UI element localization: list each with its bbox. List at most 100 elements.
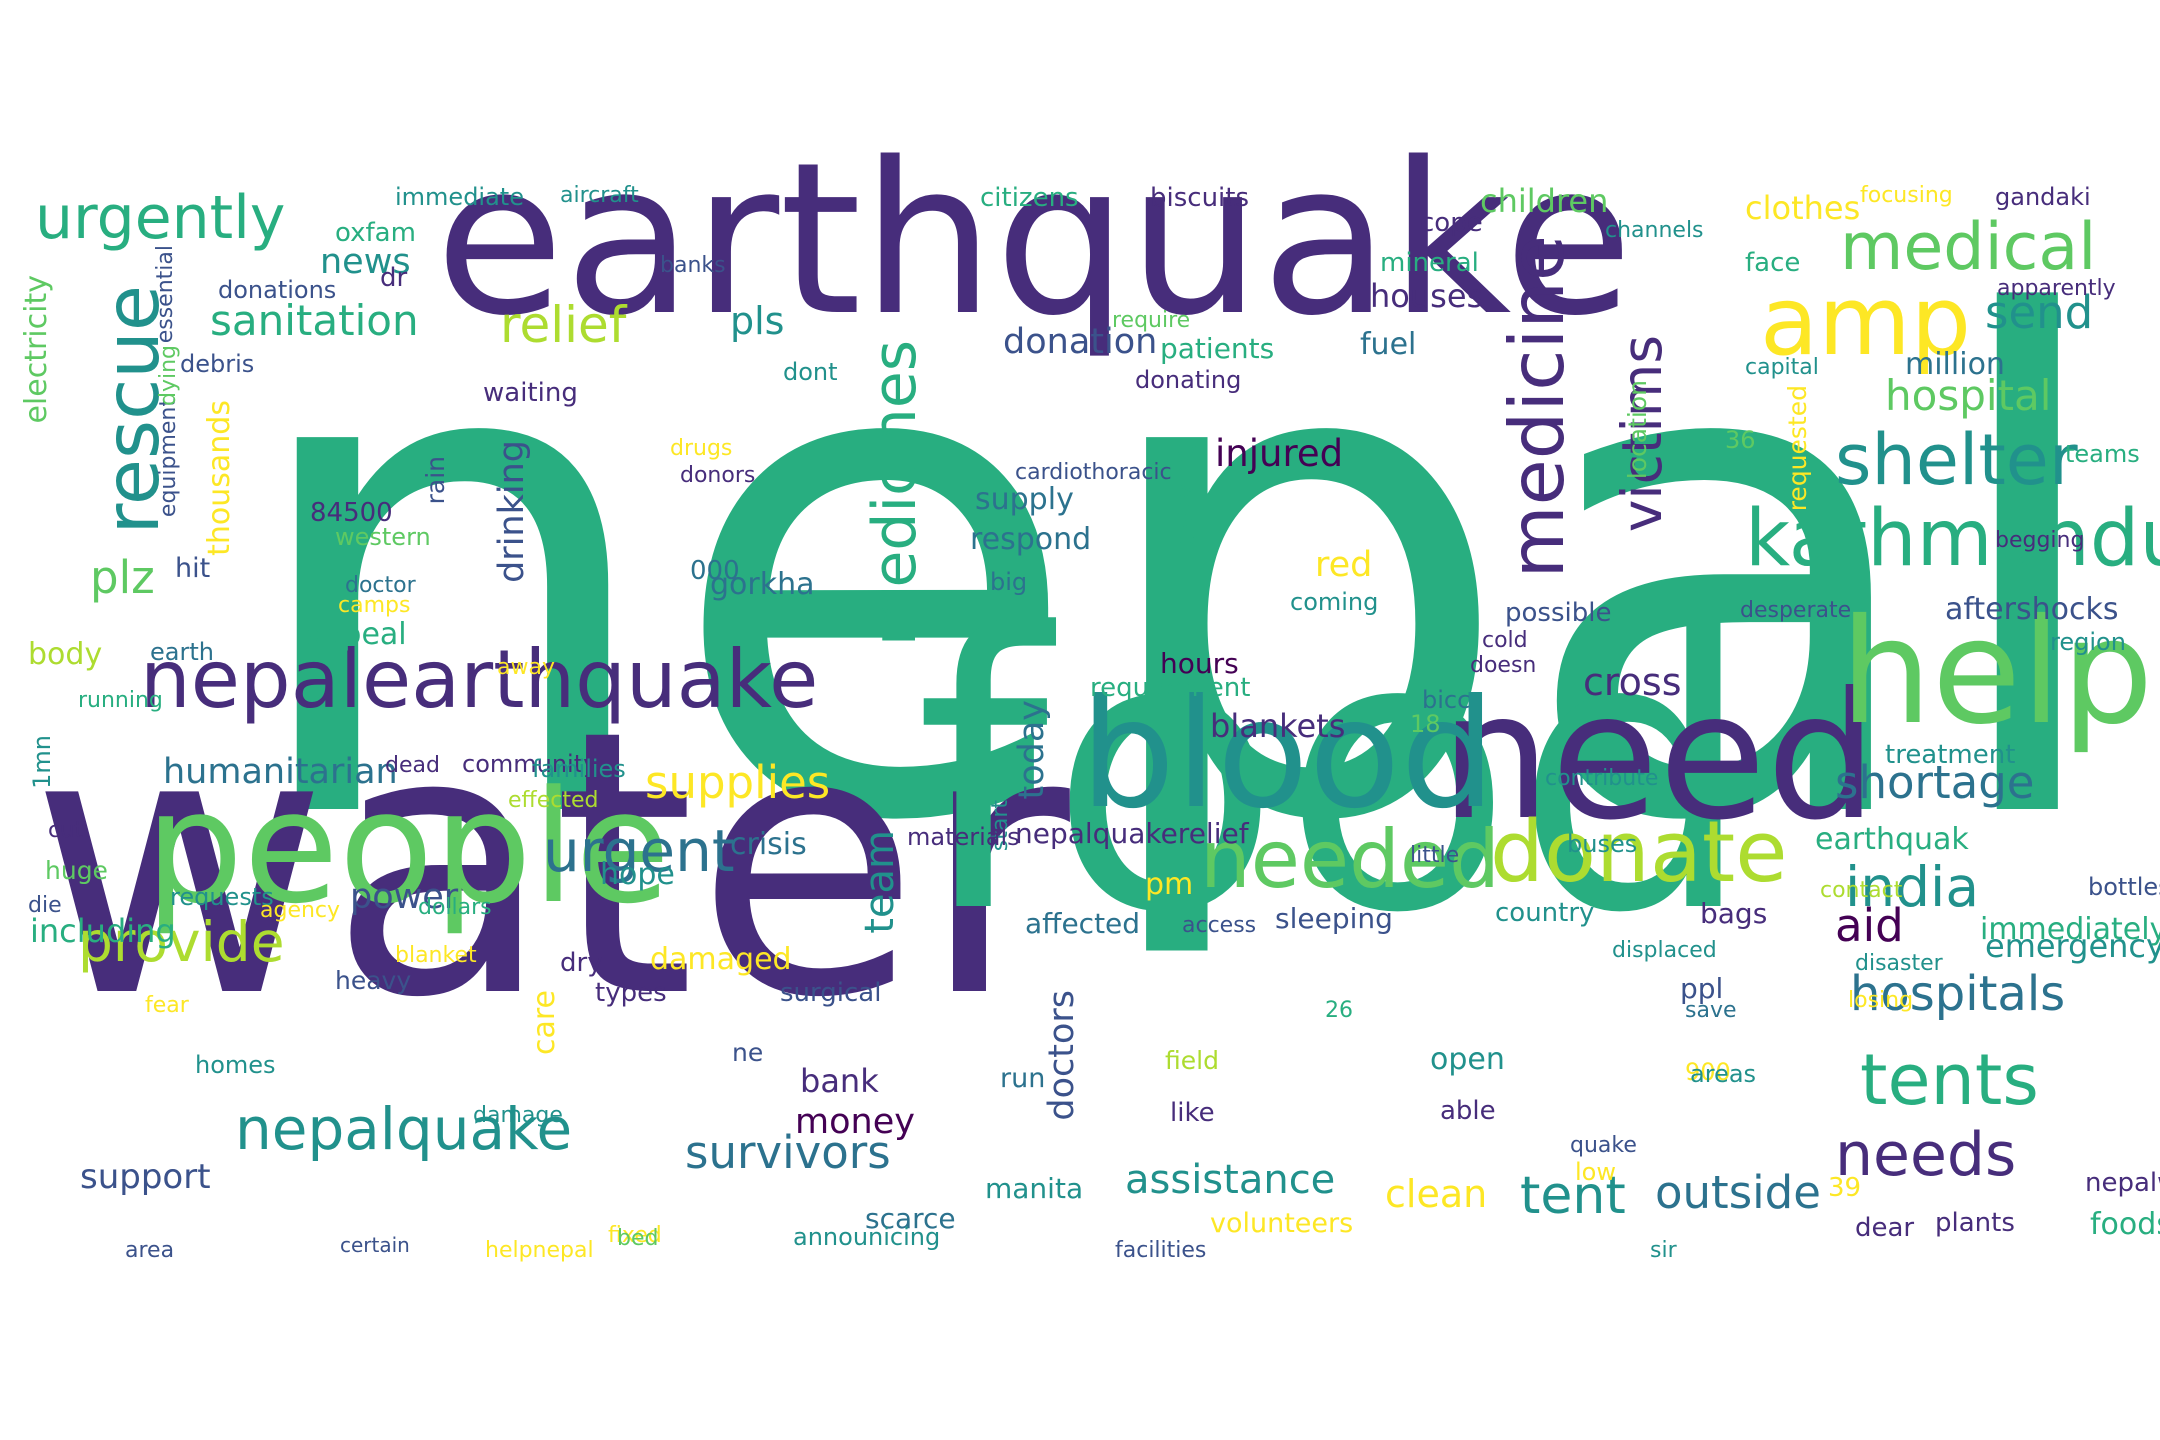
word-supplies: supplies	[645, 756, 831, 809]
word-dollars: dollars	[418, 895, 492, 920]
word-requested: requested	[1783, 385, 1812, 512]
word-requirement: requirement	[1090, 673, 1251, 703]
word-waiting: waiting	[483, 378, 578, 408]
word-facilities: facilities	[1115, 1238, 1207, 1263]
word-donation: donation	[1003, 322, 1158, 362]
word-possible: possible	[1505, 598, 1612, 628]
word-buses: buses	[1567, 830, 1638, 858]
word-sleeping: sleeping	[1275, 902, 1393, 935]
word-fear: fear	[145, 993, 189, 1018]
word-people: people	[145, 757, 671, 938]
word-coming: coming	[1290, 588, 1379, 616]
word-outside: outside	[1655, 1166, 1821, 1219]
word-bags: bags	[1700, 897, 1768, 930]
word-shortage: shortage	[1835, 756, 2035, 809]
word-medicine: medicine	[1493, 235, 1581, 579]
word-require: require	[1112, 308, 1191, 333]
word-power: power	[350, 877, 459, 917]
word-humanitarian: humanitarian	[163, 752, 398, 792]
word-39: 39	[1828, 1173, 1862, 1203]
word-send: send	[1985, 286, 2094, 339]
word-location: location	[1623, 380, 1652, 480]
word-lifesaving: lifesaving	[1167, 440, 1200, 575]
word-earth: earth	[150, 638, 214, 666]
word-equipment: equipment	[156, 398, 181, 518]
word-channels: channels	[1605, 218, 1704, 243]
word-running: running	[78, 688, 163, 713]
word-little: little	[1410, 843, 1460, 868]
word-today: today	[1012, 700, 1052, 800]
word-injured: injured	[1215, 432, 1344, 475]
word-survivors: survivors	[685, 1126, 891, 1179]
word-aid: aid	[1835, 899, 1904, 952]
word-help: help	[1840, 588, 2154, 757]
word-hours: hours	[1160, 647, 1239, 680]
word-thousands: thousands	[202, 400, 237, 556]
word-bottles: bottles	[2088, 873, 2160, 901]
word-damage: damage	[473, 1103, 563, 1128]
word-like: like	[1170, 1098, 1215, 1128]
word-run: run	[1000, 1063, 1046, 1094]
word-blankets: blankets	[1210, 707, 1346, 745]
word-supply: supply	[975, 482, 1074, 517]
word-banks: banks	[660, 253, 726, 278]
word-homes: homes	[195, 1051, 276, 1079]
word-areas: areas	[1690, 1060, 1757, 1088]
word-pls: pls	[730, 299, 785, 343]
word-children: children	[1480, 182, 1609, 220]
word-treatment: treatment	[1885, 740, 2016, 770]
word-million: million	[1905, 347, 2005, 382]
word-earthquake: earthquake	[435, 117, 1634, 362]
word-doctors: doctors	[1042, 990, 1082, 1121]
word-losing: losing	[1848, 988, 1914, 1013]
word-nepalquake: nepalquake	[235, 1095, 573, 1163]
word-26: 26	[1325, 998, 1353, 1023]
word-hospitals: hospitals	[1850, 966, 2066, 1022]
word-support: support	[80, 1157, 211, 1197]
word-tents: tents	[1860, 1039, 2039, 1121]
word-oxfam: oxfam	[335, 218, 416, 248]
word-western: western	[335, 523, 431, 551]
word-aftershocks: aftershocks	[1945, 592, 2119, 627]
word-essential: essential	[153, 245, 178, 344]
word-needs: needs	[1835, 1120, 2017, 1190]
word-damaged: damaged	[650, 942, 792, 977]
word-families: families	[532, 755, 626, 783]
word-nepalearthquake: nepalearthquake	[140, 633, 819, 726]
word-900: 900	[1685, 1058, 1731, 1086]
word-sanitation: sanitation	[210, 296, 419, 345]
word-biscuits: biscuits	[1150, 183, 1250, 213]
word-scarce: scarce	[865, 1202, 956, 1235]
word-nepal: nepal	[235, 179, 2122, 970]
word-announicing: announicing	[793, 1223, 941, 1251]
word-contact: contact	[1820, 878, 1903, 903]
word-plz: plz	[90, 551, 155, 604]
word-helpnepal: helpnepal	[485, 1238, 594, 1263]
word-1mn: 1mn	[28, 735, 56, 789]
word-region: region	[2050, 628, 2126, 656]
word-donating: donating	[1135, 366, 1242, 394]
word-begging: begging	[1995, 528, 2085, 553]
word-rain: rain	[421, 456, 450, 505]
word-die: die	[28, 893, 62, 918]
word-away: away	[497, 655, 555, 680]
word-big: big	[990, 568, 1028, 596]
word-clean: clean	[1385, 1172, 1488, 1216]
word-drinking: drinking	[492, 440, 532, 583]
word-bed: bed	[617, 1226, 659, 1251]
word-body: body	[28, 637, 103, 672]
word-medicines: medicines	[860, 340, 930, 646]
word-hope: hope	[600, 857, 675, 892]
word-hospital: hospital	[1885, 371, 2052, 420]
word-contribute: contribute	[1545, 766, 1659, 791]
word-dead: dead	[385, 753, 440, 778]
word-money: money	[795, 1102, 915, 1142]
word-ne: ne	[732, 1038, 764, 1067]
word-affected: affected	[1025, 907, 1141, 940]
word-sir: sir	[1650, 1238, 1677, 1263]
word-nepalquakerelief: nepalquakerelief	[1015, 817, 1249, 850]
word-teams: teams	[2065, 440, 2140, 468]
word-water: water	[30, 653, 1070, 1078]
word-immediate: immediate	[395, 183, 524, 211]
word-requests: requests	[170, 883, 274, 911]
